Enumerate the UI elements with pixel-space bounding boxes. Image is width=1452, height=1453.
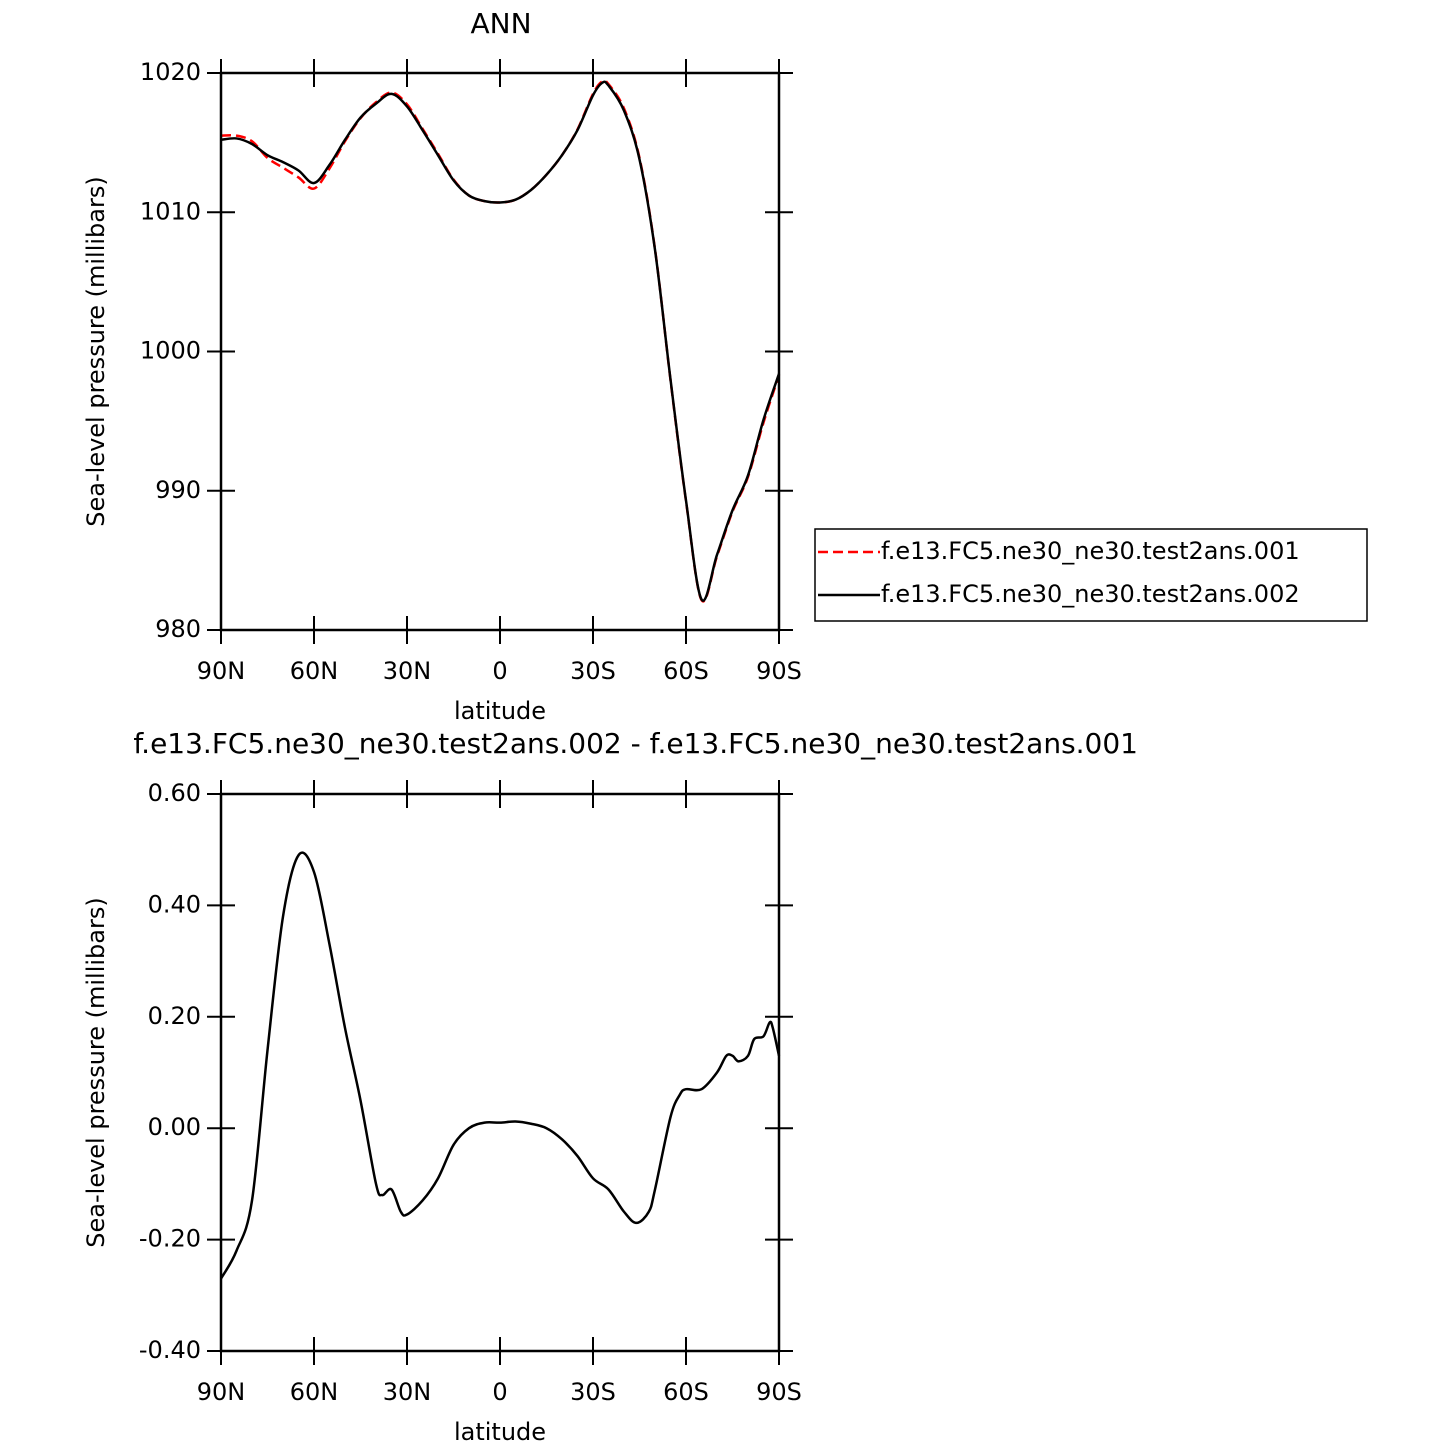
y-tick-label: 980 (155, 615, 201, 643)
x-tick-label: 90N (197, 657, 246, 685)
y-tick-label: 0.40 (148, 890, 201, 918)
x-tick-label: 60N (290, 1378, 339, 1406)
legend-label: f.e13.FC5.ne30_ne30.test2ans.002 (881, 580, 1300, 608)
x-tick-label: 90S (756, 657, 802, 685)
y-axis-label: Sea-level pressure (millibars) (82, 897, 110, 1247)
y-tick-label: 0.20 (148, 1002, 201, 1030)
plot-frame (219, 71, 781, 632)
chart-title: ANN (470, 7, 531, 40)
x-tick-label: 30N (383, 657, 432, 685)
x-tick-label: 60S (663, 1378, 709, 1406)
y-tick-label: 0.00 (148, 1113, 201, 1141)
data-line (220, 79, 781, 603)
x-tick-label: 30N (383, 1378, 432, 1406)
data-line (220, 80, 781, 602)
legend-box (814, 528, 1368, 622)
x-axis-label: latitude (454, 1418, 546, 1446)
x-tick-label: 90S (756, 1378, 802, 1406)
x-tick-label: 30S (570, 657, 616, 685)
x-tick-label: 30S (570, 1378, 616, 1406)
y-axis-label: Sea-level pressure (millibars) (82, 176, 110, 526)
chart-title: f.e13.FC5.ne30_ne30.test2ans.002 - f.e13… (133, 727, 1138, 760)
legend-label: f.e13.FC5.ne30_ne30.test2ans.001 (881, 537, 1300, 565)
data-line (219, 851, 781, 1280)
y-tick-label: 0.60 (148, 779, 201, 807)
y-tick-label: -0.40 (139, 1336, 201, 1364)
y-tick-label: 990 (155, 476, 201, 504)
x-tick-label: 60S (663, 657, 709, 685)
x-tick-label: 0 (492, 1378, 507, 1406)
x-tick-label: 60N (290, 657, 339, 685)
plot-frame (219, 792, 781, 1353)
x-axis-label: latitude (454, 697, 546, 725)
x-tick-label: 90N (197, 1378, 246, 1406)
y-tick-label: -0.20 (139, 1225, 201, 1253)
y-tick-label: 1000 (140, 337, 201, 365)
x-tick-label: 0 (492, 657, 507, 685)
y-tick-label: 1010 (140, 197, 201, 225)
y-tick-label: 1020 (140, 58, 201, 86)
